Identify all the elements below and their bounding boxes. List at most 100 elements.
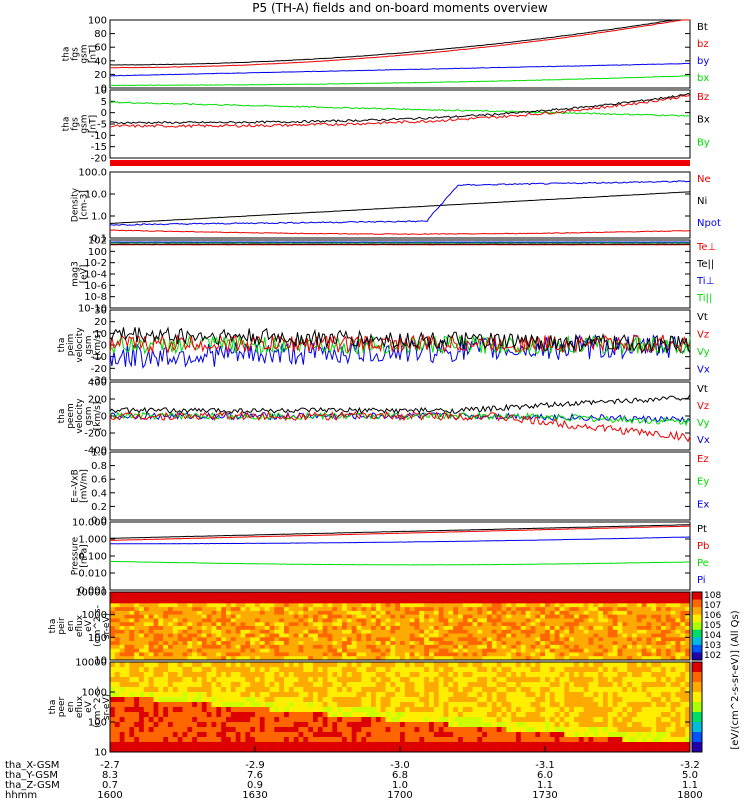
spectrogram-cell [578, 677, 584, 683]
spectrogram-cell [240, 629, 246, 634]
spectrogram-cell [680, 717, 686, 723]
spectrogram-cell [197, 702, 203, 708]
spectrogram-cell [114, 697, 120, 703]
spectrogram-cell [622, 648, 628, 653]
spectrogram-cell [438, 727, 444, 733]
spectrogram-cell [390, 610, 396, 615]
spectrogram-cell [356, 727, 362, 733]
spectrogram-cell [303, 702, 309, 708]
spectrogram-cell [433, 641, 439, 646]
spectrogram-cell [216, 687, 222, 693]
spectrogram-cell [230, 592, 236, 597]
spectrogram-cell [511, 717, 517, 723]
spectrogram-cell [255, 656, 261, 661]
spectrogram-cell [404, 747, 410, 753]
spectrogram-cell [525, 672, 531, 678]
spectrogram-cell [114, 633, 120, 638]
spectrogram-cell [462, 717, 468, 723]
spectrogram-cell [240, 603, 246, 608]
spectrogram-cell [269, 677, 275, 683]
spectrogram-cell [443, 712, 449, 718]
spectrogram-cell [274, 707, 280, 713]
spectrogram-cell [390, 603, 396, 608]
spectrogram-cell [448, 622, 454, 627]
spectrogram-cell [511, 672, 517, 678]
spectrogram-cell [685, 682, 691, 688]
spectrogram-cell [327, 707, 333, 713]
spectrogram-cell [177, 595, 183, 600]
spectrogram-cell [535, 610, 541, 615]
spectrogram-cell [419, 618, 425, 623]
spectrogram-cell [250, 603, 256, 608]
spectrogram-cell [269, 652, 275, 657]
spectrogram-cell [366, 599, 372, 604]
spectrogram-cell [438, 633, 444, 638]
spectrogram-cell [516, 644, 522, 649]
spectrogram-cell [139, 626, 145, 631]
spectrogram-cell [124, 618, 130, 623]
spectrogram-cell [448, 707, 454, 713]
spectrogram-cell [622, 637, 628, 642]
spectrogram-cell [371, 610, 377, 615]
spectrogram-cell [264, 614, 270, 619]
spectrogram-cell [361, 610, 367, 615]
spectrogram-cell [114, 682, 120, 688]
spectrogram-cell [284, 595, 290, 600]
spectrogram-cell [636, 607, 642, 612]
spectrogram-cell [124, 692, 130, 698]
spectrogram-cell [583, 641, 589, 646]
spectrogram-cell [216, 722, 222, 728]
spectrogram-cell [158, 622, 164, 627]
spectrogram-cell [119, 648, 125, 653]
spectrogram-cell [501, 614, 507, 619]
spectrogram-cell [390, 644, 396, 649]
spectrogram-cell [197, 742, 203, 748]
spectrogram-cell [259, 614, 265, 619]
spectrogram-cell [269, 672, 275, 678]
spectrogram-cell [240, 662, 246, 668]
spectrogram-cell [520, 742, 526, 748]
spectrogram-cell [153, 742, 159, 748]
x-tick-label: -2.9 [245, 760, 265, 771]
spectrogram-cell [598, 652, 604, 657]
spectrogram-cell [520, 595, 526, 600]
spectrogram-cell [598, 610, 604, 615]
legend-entry: bz [697, 39, 709, 50]
spectrogram-cell [129, 607, 135, 612]
spectrogram-cell [559, 682, 565, 688]
spectrogram-cell [221, 712, 227, 718]
spectrogram-cell [443, 610, 449, 615]
spectrogram-cell [453, 603, 459, 608]
spectrogram-cell [313, 672, 319, 678]
spectrogram-cell [342, 742, 348, 748]
spectrogram-cell [670, 603, 676, 608]
spectrogram-cell [197, 614, 203, 619]
spectrogram-cell [317, 629, 323, 634]
spectrogram-cell [158, 626, 164, 631]
spectrogram-cell [153, 662, 159, 668]
spectrogram-cell [201, 637, 207, 642]
spectrogram-cell [182, 727, 188, 733]
spectrogram-cell [124, 614, 130, 619]
spectrogram-cell [414, 656, 420, 661]
spectrogram-cell [342, 607, 348, 612]
spectrogram-cell [303, 742, 309, 748]
spectrogram-cell [134, 707, 140, 713]
spectrogram-cell [351, 702, 357, 708]
spectrogram-cell [506, 662, 512, 668]
spectrogram-cell [221, 641, 227, 646]
spectrogram-cell [240, 610, 246, 615]
spectrogram-cell [313, 652, 319, 657]
spectrogram-cell [163, 656, 169, 661]
spectrogram-cell [114, 692, 120, 698]
spectrogram-cell [134, 667, 140, 673]
spectrogram-cell [346, 656, 352, 661]
spectrogram-cell [245, 592, 251, 597]
spectrogram-cell [569, 610, 575, 615]
spectrogram-cell [351, 603, 357, 608]
spectrogram-cell [501, 633, 507, 638]
spectrogram-cell [332, 742, 338, 748]
spectrogram-cell [588, 742, 594, 748]
spectrogram-cell [129, 648, 135, 653]
spectrogram-cell [375, 667, 381, 673]
